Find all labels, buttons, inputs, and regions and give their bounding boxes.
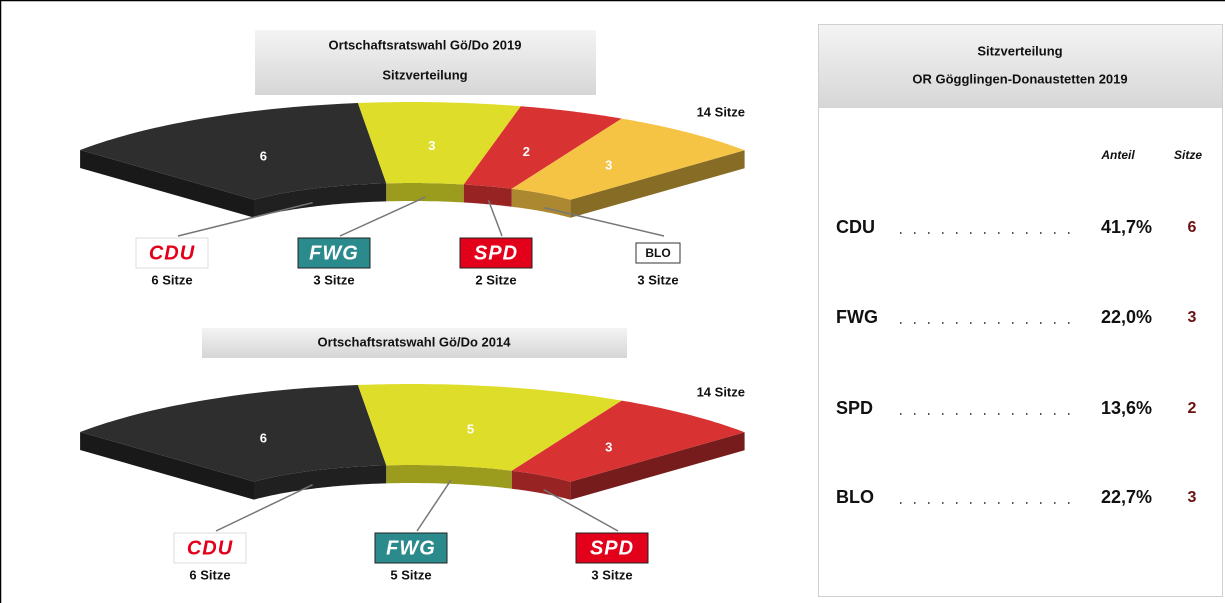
party-name: BLO <box>645 246 670 260</box>
chart-subtitle: Sitzverteilung <box>382 67 467 82</box>
party: SPD <box>836 398 873 418</box>
segment-side <box>386 183 464 203</box>
segment-label: 5 <box>467 422 474 437</box>
seat-count-label: 2 Sitze <box>475 272 516 287</box>
party-logo <box>173 532 247 564</box>
seats: 2 <box>1188 400 1197 417</box>
seat-segment <box>80 385 387 482</box>
leader-line <box>215 484 313 532</box>
leader-line <box>177 201 313 237</box>
seat-segment <box>80 103 387 200</box>
party-name: SPD <box>590 537 634 559</box>
chart-title: Ortschaftsratswahl Gö/Do 2019 <box>329 37 522 52</box>
party: FWG <box>836 307 878 327</box>
column-header: Anteil <box>1100 148 1135 162</box>
party-name: FWG <box>386 537 436 559</box>
segment-label: 6 <box>260 148 267 163</box>
party: BLO <box>836 487 874 507</box>
segment-label: 3 <box>605 158 612 173</box>
seat-count-label: 3 Sitze <box>591 567 632 582</box>
total-label: 14 Sitze <box>697 384 745 399</box>
table-title: Sitzverteilung <box>977 43 1062 58</box>
seat-count-label: 3 Sitze <box>313 272 354 287</box>
segment-end <box>570 150 745 218</box>
share: 22,7% <box>1101 487 1152 507</box>
chart-title: Ortschaftsratswahl Gö/Do 2014 <box>318 334 512 349</box>
seats: 3 <box>1188 309 1197 326</box>
segment-end <box>80 150 254 218</box>
column-header: Sitze <box>1174 148 1202 162</box>
party-logo <box>297 237 371 269</box>
party-logo <box>459 237 533 269</box>
party-logo <box>635 242 681 264</box>
party: CDU <box>836 217 875 237</box>
party-name: FWG <box>309 242 359 264</box>
segment-side <box>463 184 512 207</box>
leader-line <box>339 196 426 237</box>
segment-label: 3 <box>428 138 435 153</box>
leader-line <box>543 488 619 532</box>
leader-line <box>416 479 452 532</box>
share: 22,0% <box>1101 307 1152 327</box>
table-header <box>819 25 1222 108</box>
party-name: SPD <box>474 242 518 264</box>
seats: 6 <box>1188 219 1197 236</box>
seat-count-label: 5 Sitze <box>390 567 431 582</box>
seat-count-label: 6 Sitze <box>151 272 192 287</box>
party-logo <box>575 532 649 564</box>
leader-line <box>487 200 503 237</box>
segment-label: 6 <box>260 430 267 445</box>
title-box <box>255 30 596 95</box>
seat-count-label: 6 Sitze <box>189 567 230 582</box>
party-name: CDU <box>149 242 195 264</box>
title-box <box>202 328 627 358</box>
segment-side <box>511 470 571 500</box>
segment-end <box>80 432 254 500</box>
seats: 3 <box>1188 489 1197 506</box>
segment-label: 2 <box>523 144 530 159</box>
party-name: CDU <box>187 537 233 559</box>
table-subtitle: OR Gögglingen-Donaustetten 2019 <box>912 71 1127 86</box>
segment-label: 3 <box>605 440 612 455</box>
seat-segment <box>511 118 745 200</box>
party-logo <box>374 532 448 564</box>
segment-side <box>386 465 512 489</box>
share: 41,7% <box>1101 217 1152 237</box>
segment-side <box>254 465 387 500</box>
seat-segment <box>511 400 745 482</box>
seat-count-label: 3 Sitze <box>637 272 678 287</box>
share: 13,6% <box>1101 398 1152 418</box>
leader-line <box>543 206 665 237</box>
seat-segment <box>463 106 622 189</box>
table-panel <box>818 24 1223 597</box>
seat-segment <box>357 384 622 471</box>
segment-end <box>570 432 745 500</box>
party-logo <box>135 237 209 269</box>
seat-segment <box>357 102 521 185</box>
total-label: 14 Sitze <box>697 104 745 119</box>
